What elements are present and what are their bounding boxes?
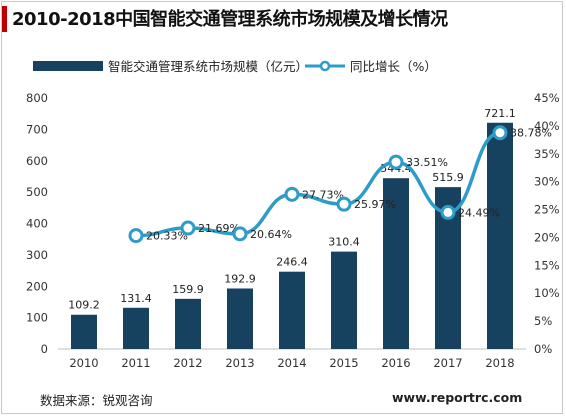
growth-value-label: 33.51%: [406, 156, 448, 169]
x-tick-label: 2017: [433, 356, 462, 370]
bar-2011: [123, 307, 149, 349]
bar-2015: [331, 251, 357, 349]
growth-value-label: 25.97%: [354, 198, 396, 211]
bar-2010: [71, 314, 97, 349]
y-right-tick-label: 5%: [534, 314, 552, 328]
bar-2018: [487, 122, 513, 349]
legend-bar-label: 智能交通管理系统市场规模（亿元）: [108, 59, 308, 74]
bar-2013: [227, 288, 253, 349]
y-left-tick-label: 500: [26, 185, 48, 199]
growth-point-2016: [388, 154, 404, 170]
growth-value-label: 24.49%: [458, 206, 500, 219]
legend-line-label: 同比增长（%）: [350, 59, 437, 74]
growth-point-2015: [336, 196, 352, 212]
y-left-tick-label: 0: [41, 342, 48, 356]
bar-2012: [175, 298, 201, 349]
y-left-tick-label: 700: [26, 122, 48, 136]
growth-value-label: 20.33%: [146, 230, 188, 243]
y-left-tick-label: 400: [26, 217, 48, 231]
growth-value-label: 20.64%: [250, 228, 292, 241]
y-right-tick-label: 10%: [534, 286, 560, 300]
legend-line-marker: [319, 60, 331, 72]
growth-point-2014: [284, 186, 300, 202]
y-right-tick-label: 30%: [534, 175, 560, 189]
bar-value-label: 310.4: [328, 236, 360, 249]
bar-value-label: 131.4: [120, 292, 152, 305]
x-tick-label: 2015: [329, 356, 358, 370]
growth-point-2018: [492, 125, 508, 141]
bar-value-label: 109.2: [68, 299, 100, 312]
y-right-tick-label: 20%: [534, 230, 560, 244]
bar-2016: [383, 178, 409, 349]
bar-2014: [279, 271, 305, 349]
growth-value-label: 21.69%: [198, 222, 240, 235]
growth-point-2013: [232, 226, 248, 242]
x-tick-label: 2012: [173, 356, 202, 370]
bar-value-label: 246.4: [276, 256, 308, 269]
x-tick-label: 2013: [225, 356, 254, 370]
x-tick-label: 2010: [69, 356, 98, 370]
x-tick-label: 2016: [381, 356, 410, 370]
chart-title: 2010-2018中国智能交通管理系统市场规模及增长情况: [12, 9, 448, 30]
growth-point-2017: [440, 204, 456, 220]
y-left-tick-label: 100: [26, 311, 48, 325]
growth-value-label: 38.78%: [510, 127, 552, 140]
y-left-tick-label: 600: [26, 154, 48, 168]
y-right-tick-label: 35%: [534, 147, 560, 161]
bar-value-label: 192.9: [224, 272, 256, 285]
y-right-tick-label: 40%: [534, 119, 560, 133]
growth-point-2011: [128, 228, 144, 244]
website-url: www.reportrc.com: [392, 390, 523, 405]
y-left-tick-label: 200: [26, 279, 48, 293]
growth-point-2012: [180, 220, 196, 236]
x-tick-label: 2018: [485, 356, 514, 370]
y-left-tick-label: 800: [26, 91, 48, 105]
y-right-tick-label: 45%: [534, 91, 560, 105]
legend-bar-swatch: [33, 61, 103, 71]
y-right-tick-label: 25%: [534, 203, 560, 217]
x-tick-label: 2014: [277, 356, 306, 370]
y-right-tick-label: 15%: [534, 258, 560, 272]
data-source: 数据来源：锐观咨询: [40, 393, 153, 408]
bar-value-label: 721.1: [484, 107, 516, 120]
y-left-tick-label: 300: [26, 248, 48, 262]
y-right-tick-label: 0%: [534, 342, 552, 356]
title-accent-bar: [2, 6, 7, 32]
x-tick-label: 2011: [121, 356, 150, 370]
bar-value-label: 515.9: [432, 171, 464, 184]
bar-value-label: 159.9: [172, 283, 204, 296]
growth-value-label: 27.73%: [302, 188, 344, 201]
